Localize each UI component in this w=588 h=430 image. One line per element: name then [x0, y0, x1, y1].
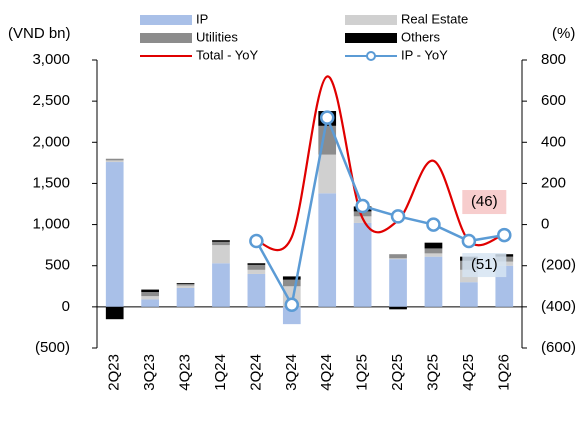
bar-segment: [105, 158, 124, 161]
bar-segment: [212, 263, 230, 307]
x-tick-label: 4Q23: [177, 354, 194, 391]
value-label-box: [462, 190, 507, 215]
y2-tick-label: 600: [541, 92, 566, 109]
y2-tick-label: 800: [541, 51, 566, 68]
bar-segment: [389, 254, 407, 259]
bar-segment: [105, 306, 124, 320]
y2-tick-label: 200: [541, 174, 566, 191]
x-tick-label: 4Q24: [318, 354, 335, 391]
bar-segment: [282, 276, 301, 280]
y2-tick-label: (600): [541, 339, 576, 356]
line-marker: [390, 209, 406, 224]
bar-segment: [353, 211, 372, 217]
y2-axis-label: (%): [552, 25, 575, 42]
x-tick-label: 2Q25: [389, 354, 406, 391]
bar-segment: [105, 160, 124, 163]
bar-segment: [176, 285, 195, 288]
y-tick-label: 2,500: [32, 92, 70, 109]
y-tick-label: (500): [35, 339, 70, 356]
y2-tick-label: 400: [541, 133, 566, 150]
bar-segment: [176, 282, 195, 284]
y-tick-label: 2,000: [32, 133, 70, 150]
bar-segment: [424, 256, 443, 307]
x-tick-label: 4Q25: [460, 354, 477, 391]
y-tick-label: 3,000: [32, 51, 70, 68]
bar-segment: [141, 299, 159, 307]
bar-segment: [424, 248, 443, 254]
x-tick-label: 1Q24: [212, 354, 229, 391]
bar-segment: [247, 273, 266, 307]
y2-tick-label: (400): [541, 298, 576, 315]
y-tick-label: 1,500: [32, 174, 70, 191]
x-tick-label: 1Q25: [354, 354, 371, 391]
bar-segment: [424, 253, 443, 257]
x-tick-label: 2Q23: [106, 354, 123, 391]
x-tick-label: 2Q24: [247, 354, 264, 391]
line: [256, 75, 505, 252]
line-marker: [319, 110, 335, 125]
bar-segment: [105, 162, 124, 307]
bar-segment: [212, 245, 230, 264]
bar-segment: [318, 193, 337, 307]
line-marker: [497, 227, 512, 243]
bar-segment: [176, 287, 195, 307]
legend-swatch: [366, 51, 376, 61]
legend-label: Real Estate: [401, 11, 468, 26]
x-tick-label: 3Q25: [424, 354, 441, 391]
legend-label: Total - YoY: [196, 47, 258, 62]
bar-segment: [460, 282, 478, 307]
value-label-box: [462, 253, 507, 278]
legend-swatch: [345, 33, 397, 43]
bar-segment: [389, 258, 407, 260]
y2-tick-label: (200): [541, 257, 576, 274]
bar-segment: [424, 242, 443, 249]
x-tick-label: 3Q24: [283, 354, 300, 391]
y-tick-label: 500: [45, 257, 70, 274]
y-axis-label: (VND bn): [8, 25, 71, 42]
bar-segment: [141, 289, 159, 293]
y-tick-label: 1,000: [32, 216, 70, 233]
legend-label: IP - YoY: [401, 47, 448, 62]
bar-segment: [247, 264, 266, 270]
bar-segment: [389, 259, 407, 307]
bar-segment: [389, 306, 407, 310]
legend-label: Others: [401, 29, 441, 44]
bar-segment: [247, 269, 266, 274]
bar-segment: [353, 222, 372, 307]
bar-segment: [212, 240, 230, 242]
line-marker: [249, 233, 264, 249]
legend-swatch: [345, 15, 397, 25]
bar-segment: [176, 283, 195, 286]
bar-segment: [212, 241, 230, 246]
line-marker: [461, 233, 477, 249]
value-label: (51): [471, 256, 498, 273]
bar-segment: [282, 306, 301, 325]
bar-segment: [247, 263, 266, 265]
bar-segment: [141, 292, 159, 297]
bar-segment: [141, 296, 159, 300]
legend-label: Utilities: [196, 29, 238, 44]
legend-swatch: [140, 15, 192, 25]
line-marker: [426, 217, 441, 232]
bar-segment: [282, 279, 301, 287]
legend-label: IP: [196, 11, 208, 26]
line-marker: [284, 297, 300, 313]
y-tick-label: 0: [62, 298, 70, 315]
legend-swatch: [140, 33, 192, 43]
x-tick-label: 3Q23: [141, 354, 158, 391]
y2-tick-label: 0: [541, 216, 549, 233]
line-marker: [355, 198, 370, 214]
bar-segment: [318, 154, 337, 194]
value-label: (46): [471, 193, 498, 210]
x-tick-label: 1Q26: [495, 354, 512, 391]
